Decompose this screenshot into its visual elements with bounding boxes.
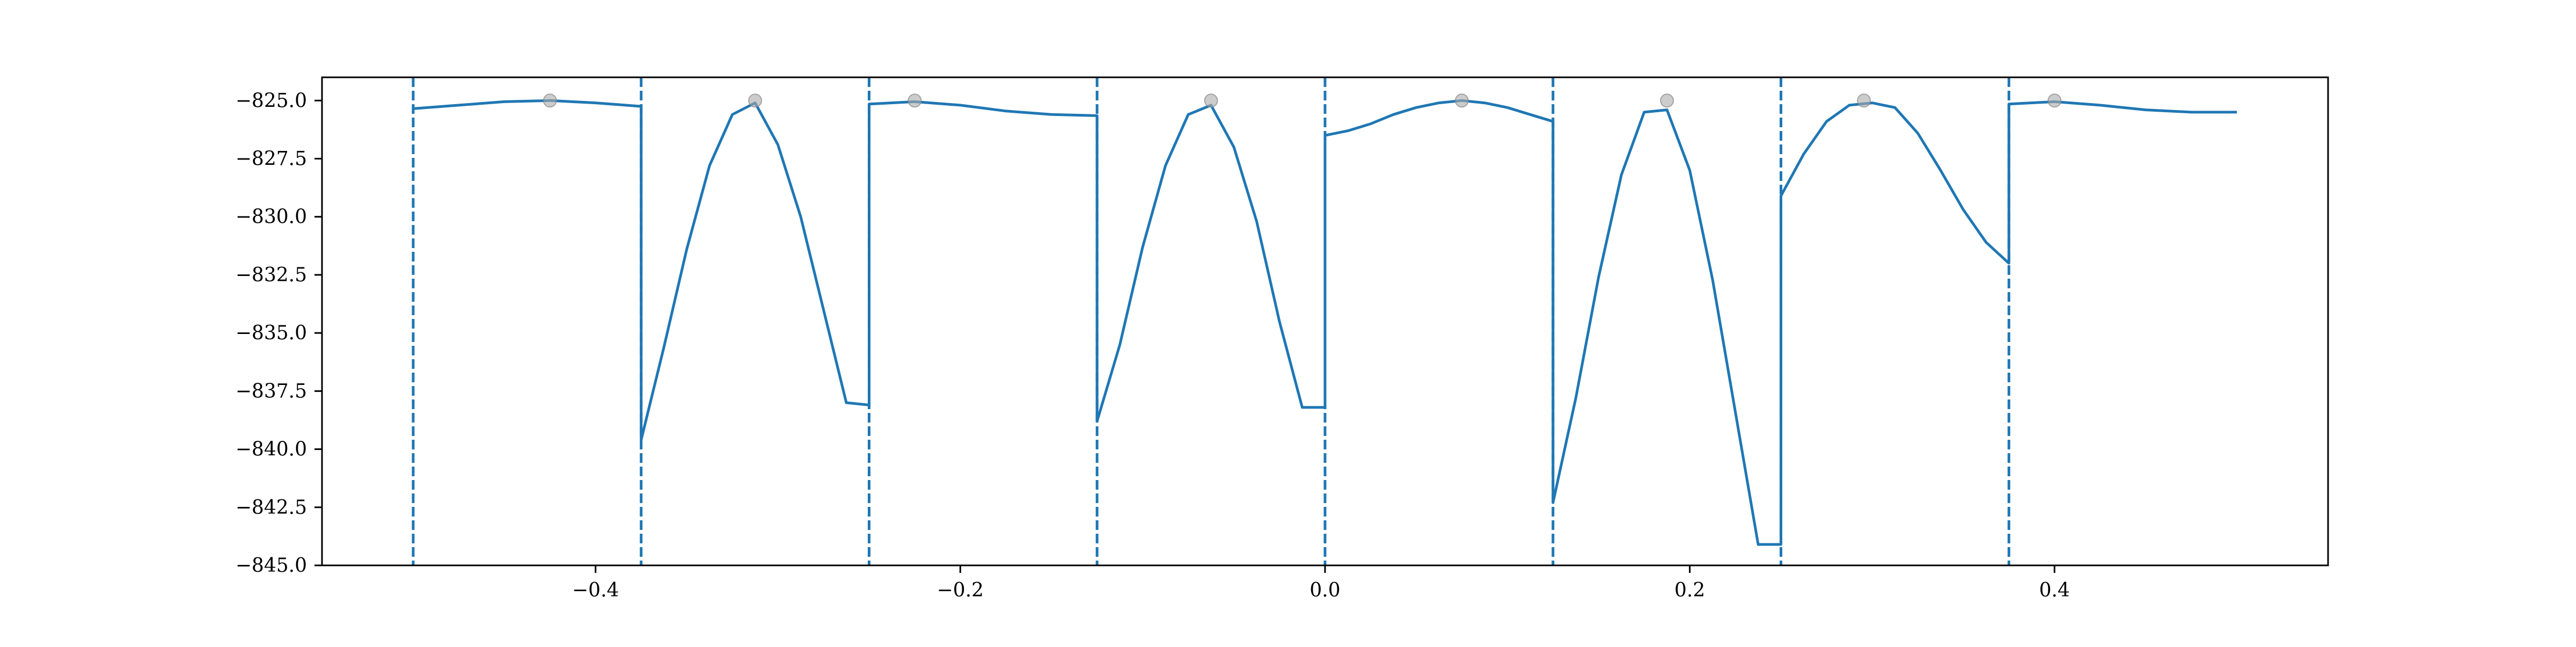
axes-frame [321, 76, 2329, 566]
marker-point-5 [1660, 93, 1674, 108]
y-axis: −825.0 −827.5 −830.0 −832.5 −835.0 −837.5 −840… [236, 90, 322, 577]
y-tick-label-4: −835.0 [236, 322, 307, 344]
x-tick-label-4: 0.4 [2039, 579, 2070, 601]
marker-point-4 [1454, 93, 1469, 108]
x-tick-label-2: 0.0 [1309, 579, 1340, 601]
y-tick-label-8: −845.0 [236, 555, 307, 577]
y-tick-label-0: −825.0 [236, 90, 307, 112]
marker-point-6 [1857, 93, 1871, 108]
x-axis: −0.4 −0.2 0.0 0.2 0.4 [572, 565, 2070, 601]
data-line [413, 99, 2237, 546]
y-tick-label-6: −840.0 [236, 439, 307, 461]
x-tick-label-0: −0.4 [572, 579, 619, 601]
marker-point-2 [908, 93, 922, 108]
marker-point-7 [2047, 93, 2062, 108]
y-tick-label-7: −842.5 [236, 497, 307, 519]
y-tick-label-3: −832.5 [236, 264, 307, 286]
x-tick-label-1: −0.2 [937, 579, 984, 601]
marker-point-0 [543, 93, 557, 108]
plot-content [412, 77, 2237, 565]
x-tick-label-3: 0.2 [1674, 579, 1705, 601]
marker-point-1 [748, 93, 763, 108]
marker-point-3 [1204, 93, 1218, 108]
plot-area [412, 77, 2237, 565]
y-tick-label-2: −830.0 [236, 206, 307, 228]
y-tick-label-1: −827.5 [236, 148, 307, 170]
y-tick-label-5: −837.5 [236, 380, 307, 402]
